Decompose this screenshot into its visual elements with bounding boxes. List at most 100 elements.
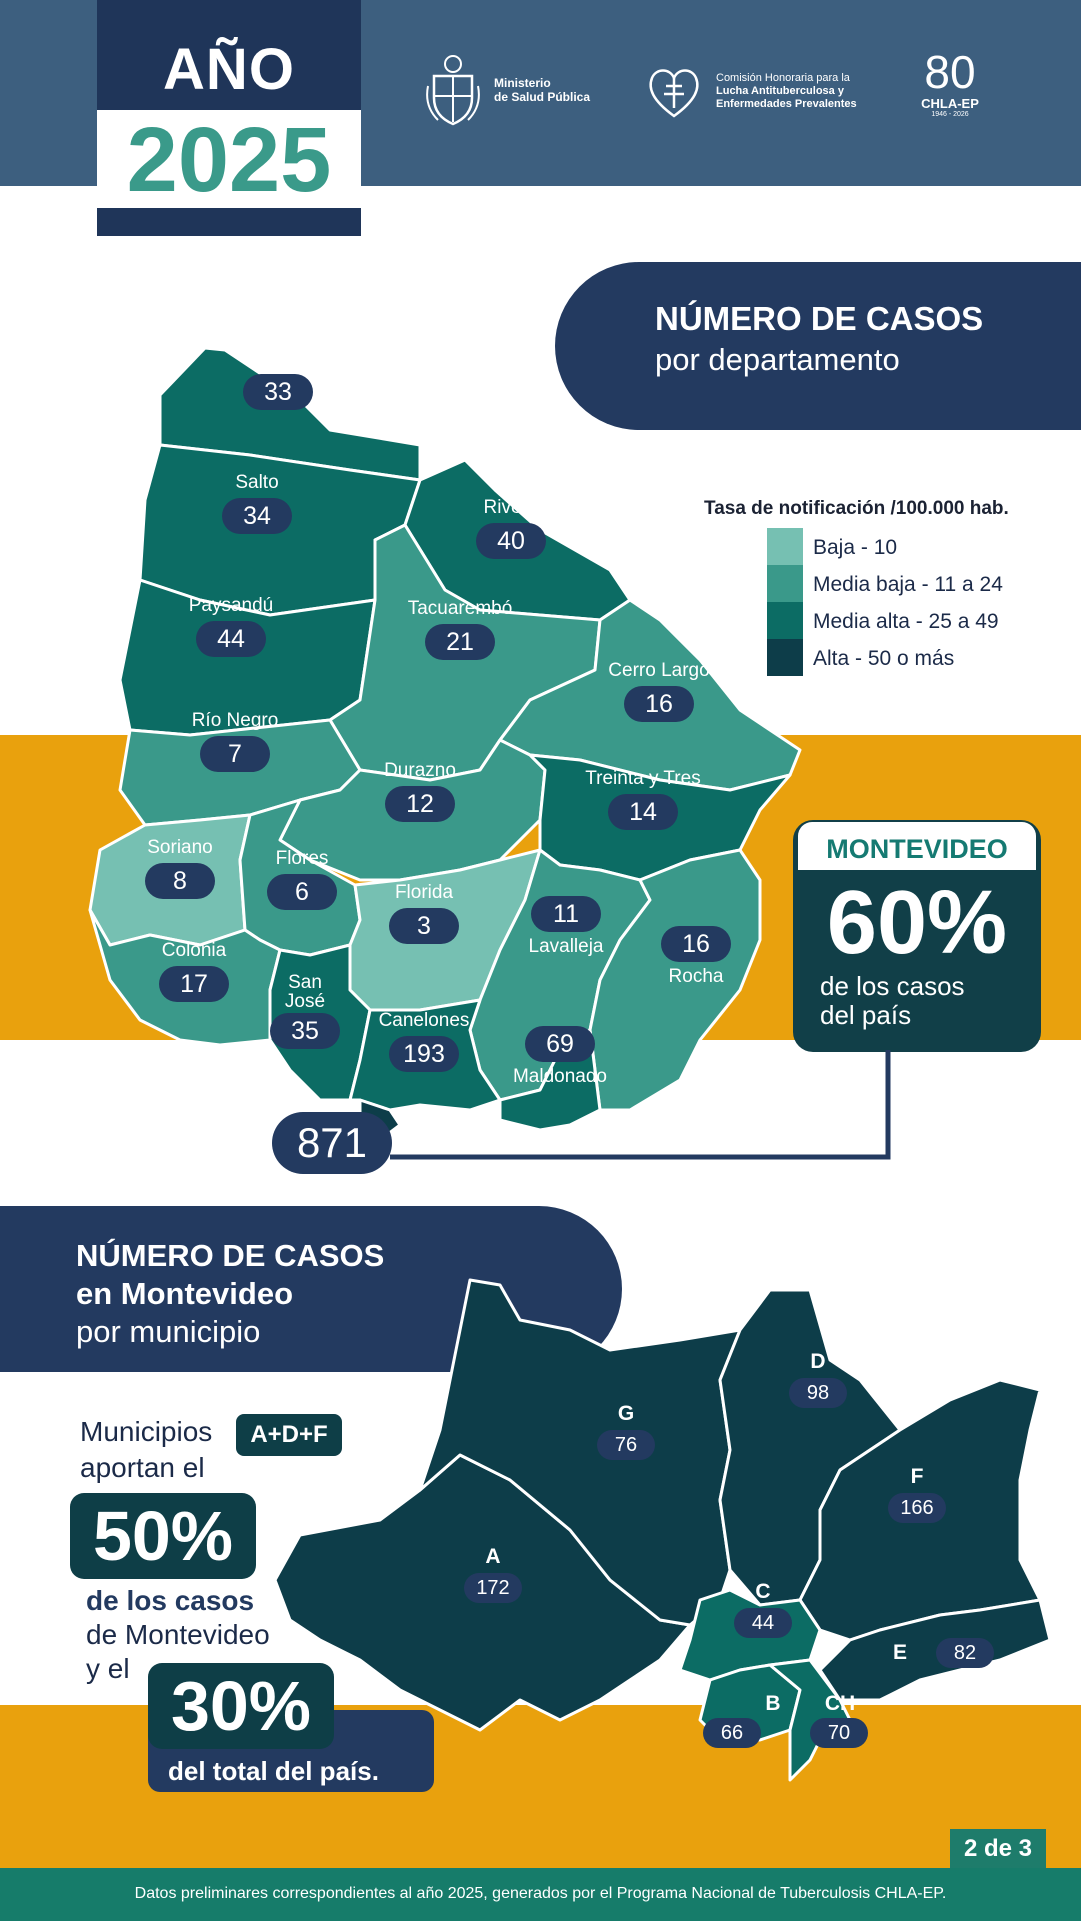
dept-name-label: Tacuarembó <box>407 598 513 619</box>
legend-swatch <box>767 565 803 602</box>
dept-cases-pill: 40 <box>476 523 546 559</box>
dept-name-label: Florida <box>394 882 454 903</box>
dept-subtitle: por departamento <box>655 342 900 377</box>
dept-name-label: Colonia <box>161 940 227 961</box>
muni-text-6: del total del país. <box>168 1756 379 1786</box>
dept-name-label: Paysandú <box>188 595 274 616</box>
muni-title-2: en Montevideo <box>76 1276 294 1311</box>
dept-name-label: Treinta y Tres <box>585 768 701 789</box>
legend-label: Media alta - 25 a 49 <box>813 610 999 633</box>
montevideo-subtext: de los casos del país <box>820 971 965 1030</box>
dept-name-label: Lavalleja <box>528 936 604 957</box>
muni-text-5: y el <box>86 1653 130 1684</box>
montevideo-card-header <box>798 822 1036 870</box>
dept-cases-pill: 21 <box>425 624 495 660</box>
dept-name-label: Rocha <box>668 966 724 987</box>
dept-cases-pill: 11 <box>531 896 601 932</box>
dept-cases-pill: 33 <box>243 374 313 410</box>
year-word: AÑO <box>163 37 295 102</box>
muni-name-label: A <box>485 1545 501 1568</box>
muni-cases-pill: 70 <box>810 1718 868 1748</box>
dept-cases-pill: 3 <box>389 908 459 944</box>
muni-cases-pill: 82 <box>936 1638 994 1668</box>
dept-name-label: Artigas <box>248 348 308 369</box>
muni-text-4: de Montevideo <box>86 1619 270 1650</box>
dept-cases-pill: 6 <box>267 874 337 910</box>
muni-cases-pill: 66 <box>703 1718 761 1748</box>
footer: Datos preliminares correspondientes al a… <box>0 1868 1081 1921</box>
muni-name-label: D <box>810 1350 826 1373</box>
year-box: AÑO 2025 <box>97 0 361 236</box>
dept-cases-pill: 35 <box>270 1013 340 1049</box>
dept-cases-pill: 16 <box>624 686 694 722</box>
dept-cases-pill: 12 <box>385 786 455 822</box>
dept-title-pill: NÚMERO DE CASOS por departamento <box>555 262 1081 430</box>
badge-adf: A+D+F <box>236 1414 342 1456</box>
pct-50-box: 50% <box>70 1493 256 1579</box>
legend-swatch <box>767 639 803 676</box>
dept-cases-pill: 69 <box>525 1026 595 1062</box>
dept-name-label: Río Negro <box>191 710 279 731</box>
muni-cases-pill: 166 <box>888 1493 946 1523</box>
muni-name-label: C <box>755 1580 771 1603</box>
legend-item-media-baja: Media baja - 11 a 24 <box>767 565 1067 602</box>
dept-cases-pill: 8 <box>145 863 215 899</box>
logo-ministry-text: Ministerio de Salud Pública <box>494 76 591 104</box>
muni-title-3: por municipio <box>76 1314 261 1349</box>
muni-cases-pill: 76 <box>597 1430 655 1460</box>
muni-cases-pill: 44 <box>734 1608 792 1638</box>
legend-item-media-alta: Media alta - 25 a 49 <box>767 602 1067 639</box>
dept-name-label: Rivera <box>483 497 539 518</box>
muni-ch <box>768 1658 852 1782</box>
muni-text-2: aportan el <box>80 1452 205 1483</box>
montevideo-title: MONTEVIDEO <box>826 834 1008 864</box>
uruguay-map <box>88 346 802 1140</box>
muni-name-label: E <box>892 1641 907 1664</box>
montevideo-percent: 60% <box>826 873 1008 973</box>
muni-name-label: B <box>765 1692 781 1715</box>
muni-name-label: F <box>910 1465 924 1488</box>
dept-name-label: Durazno <box>384 760 456 781</box>
legend-swatch <box>767 602 803 639</box>
legend-title: Tasa de notificación /100.000 hab. <box>704 498 1009 519</box>
logo-chla-80: 80 CHLA-EP 1946 - 2026 <box>921 46 979 118</box>
montevideo-connector <box>390 1050 891 1160</box>
dept-cases-pill: 16 <box>661 926 731 962</box>
dept-name-label: Salto <box>235 472 279 493</box>
dept-rocha <box>588 848 762 1112</box>
muni-name-label: CH <box>824 1692 856 1715</box>
year-white-band <box>97 110 361 208</box>
legend-item-baja: Baja - 10 <box>767 528 1067 565</box>
dept-name-label: Canelones <box>378 1010 470 1031</box>
footer-text: Datos preliminares correspondientes al a… <box>134 1885 947 1902</box>
dept-cases-pill: 44 <box>196 621 266 657</box>
dept-name-label: Cerro Largo <box>608 660 710 681</box>
year-number: 2025 <box>126 109 332 211</box>
dept-name-label: Maldonado <box>512 1066 608 1087</box>
dept-name-label: Flores <box>275 848 329 869</box>
muni-text-3: de los casos <box>86 1585 255 1616</box>
legend-label: Baja - 10 <box>813 536 898 559</box>
dept-cases-pill: 7 <box>200 736 270 772</box>
logo-commission-text: Comisión Honoraria para la Lucha Antitub… <box>716 72 857 110</box>
muni-title-1: NÚMERO DE CASOS <box>76 1238 385 1273</box>
dept-name-label: Soriano <box>147 837 213 858</box>
dept-cases-pill: 193 <box>389 1036 459 1072</box>
dept-cases-pill: 17 <box>159 966 229 1002</box>
dept-cases-pill: 34 <box>222 498 292 534</box>
pct-30-box: 30% <box>148 1663 334 1749</box>
dept-name-label: San José <box>284 972 326 1012</box>
legend-item-alta: Alta - 50 o más <box>767 639 1067 676</box>
muni-name-label: G <box>617 1402 635 1425</box>
muni-cases-pill: 98 <box>789 1378 847 1408</box>
page-indicator: 2 de 3 <box>950 1829 1046 1869</box>
legend-swatch <box>767 528 803 565</box>
dept-title: NÚMERO DE CASOS <box>655 300 984 337</box>
dept-cases-pill: 14 <box>608 794 678 830</box>
montevideo-cases-pill: 871 <box>272 1112 392 1174</box>
coat-of-arms-icon <box>424 50 482 128</box>
muni-cases-pill: 172 <box>464 1573 522 1603</box>
heart-cross-icon <box>646 64 702 120</box>
legend-label: Media baja - 11 a 24 <box>813 573 1003 596</box>
legend-label: Alta - 50 o más <box>813 647 955 670</box>
